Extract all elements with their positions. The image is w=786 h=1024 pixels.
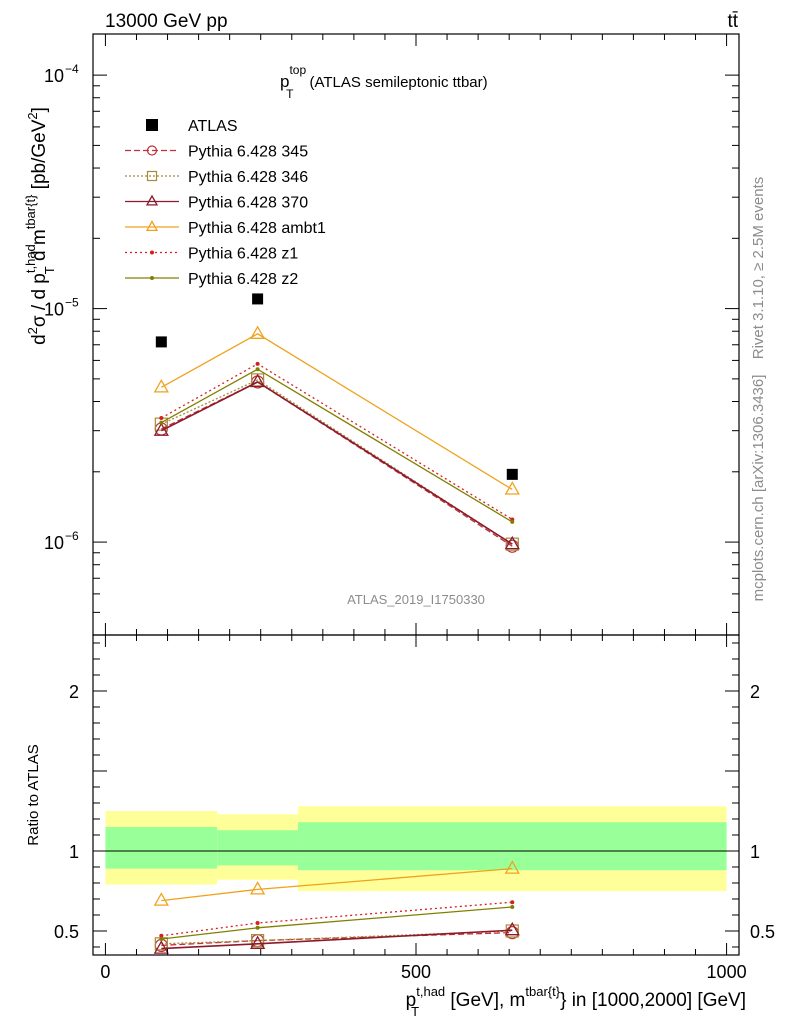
main-line-py345 (161, 381, 513, 547)
ratio-line-z1 (161, 901, 513, 937)
ratio-y-tick-label-right: 1 (750, 842, 760, 862)
x-tick-label: 0 (100, 962, 110, 982)
main-y-tick-label: 10 (44, 66, 64, 86)
main-point-ambt1-0 (153, 379, 169, 393)
ratio-y-tick-label-right: 0.5 (750, 922, 775, 942)
band-inner-0 (105, 827, 218, 869)
plot-title: ptop T(ATLAS semileptonic ttbar) (280, 63, 488, 101)
main-point-z1-0 (159, 415, 164, 420)
ratio-point-ambt1-2 (504, 860, 520, 874)
ratio-point-z2-2 (510, 905, 515, 909)
main-line-py370 (160, 381, 513, 545)
ratio-y-axis-label: Ratio to ATLAS (25, 744, 42, 845)
main-point-ambt1-1 (249, 325, 266, 339)
main-line-z1 (161, 363, 513, 521)
legend-marker-z1 (150, 250, 154, 255)
ratio-point-z2-1 (255, 925, 260, 930)
data-point-1 (252, 293, 264, 305)
ratio-point-z1-2 (510, 900, 515, 905)
ratio-panel-series (153, 860, 520, 954)
legend-label-ambt1: Pythia 6.428 ambt1 (188, 220, 326, 237)
band-inner-2 (297, 822, 727, 871)
legend-marker-py346 (146, 170, 158, 182)
ratio-point-py370-1 (249, 935, 266, 949)
main-y-tick-label: 10 (44, 300, 64, 320)
main-point-py370-0 (153, 422, 169, 436)
legend-marker-ambt1 (145, 220, 159, 232)
legend-marker-z2 (150, 276, 154, 280)
main-y-tick-exponent: −5 (65, 296, 79, 310)
x-axis-label: pt,had T [GeV], mtbar{t}} in [1000,2000] … (406, 984, 746, 1019)
legend-marker-py370 (145, 194, 159, 206)
main-y-tick-exponent: −6 (65, 529, 79, 543)
legend-label-py345: Pythia 6.428 345 (188, 144, 308, 161)
ratio-y-tick-label: 0.5 (54, 922, 79, 942)
legend-label-z2: Pythia 6.428 z2 (188, 271, 298, 288)
legend: ATLAS Pythia 6.428 345 Pythia 6.428 346 Pyt… (125, 118, 326, 288)
process-label: tt̄ (727, 11, 738, 32)
main-point-z2-0 (159, 420, 164, 425)
analysis-id-label: ATLAS_2019_I1750330 (347, 592, 485, 607)
main-point-ambt1-2 (504, 481, 520, 495)
main-panel-series (153, 293, 520, 553)
ratio-point-ambt1-1 (249, 881, 266, 895)
data-point-2 (506, 468, 518, 480)
ratio-line-py346 (161, 930, 513, 945)
band-inner-1 (217, 830, 298, 866)
ratio-line-ambt1 (161, 867, 513, 902)
ratio-plot-frame (92, 634, 740, 956)
legend-label-py346: Pythia 6.428 346 (188, 169, 308, 186)
ratio-point-z2-0 (159, 937, 164, 941)
legend-label-z1: Pythia 6.428 z1 (188, 246, 298, 263)
legend-label-py370: Pythia 6.428 370 (188, 195, 308, 212)
main-line-z2 (161, 368, 513, 523)
main-y-tick-exponent: −4 (65, 62, 79, 76)
legend-marker-atlas (146, 119, 158, 131)
main-line-py346 (161, 379, 513, 545)
ratio-y-tick-label: 2 (69, 682, 79, 702)
main-y-tick-label: 10 (44, 533, 64, 553)
legend-label-atlas: ATLAS (188, 118, 238, 135)
x-tick-label: 500 (401, 962, 431, 982)
main-line-ambt1 (161, 333, 513, 491)
ratio-point-ambt1-0 (153, 892, 169, 906)
ratio-y-tick-label: 1 (69, 842, 79, 862)
ratio-point-py346-1 (251, 933, 265, 948)
main-point-z2-1 (255, 367, 260, 372)
ratio-y-tick-label-right: 2 (750, 682, 760, 702)
ratio-point-py370-0 (153, 940, 169, 954)
ratio-point-py370-2 (504, 921, 520, 936)
main-point-z1-1 (255, 361, 260, 366)
ratio-uncertainty-bands (93, 806, 739, 891)
x-tick-label: 1000 (707, 962, 747, 982)
main-point-py370-1 (249, 373, 266, 388)
main-y-axis-label: d2σ / d pt,had T d mtbar{t} [pb/GeV2] (23, 107, 57, 345)
legend-marker-py345 (146, 145, 158, 156)
ratio-point-z1-1 (255, 921, 260, 925)
main-point-py370-2 (504, 535, 520, 550)
mcplots-label: mcplots.cern.ch [arXiv:1306.3436] (750, 375, 767, 602)
ratio-point-z1-0 (159, 933, 164, 938)
collision-energy-label: 13000 GeV pp (105, 11, 228, 32)
main-point-z2-2 (510, 519, 515, 524)
rivet-version-label: Rivet 3.1.10, ≥ 2.5M events (750, 177, 767, 360)
data-point-0 (155, 336, 167, 348)
ratio-line-py370 (161, 929, 513, 950)
